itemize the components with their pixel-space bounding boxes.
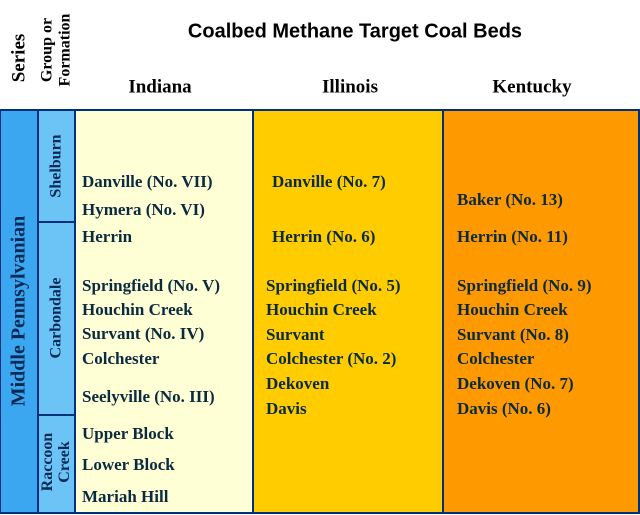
series-label: Middle Pennsylvanian — [8, 216, 30, 407]
coal-bed: Springfield (No. V) — [82, 276, 220, 295]
coal-bed: Colchester (No. 2) — [266, 349, 396, 368]
coal-bed: Baker (No. 13) — [457, 190, 563, 209]
coal-bed: Lower Block — [82, 455, 175, 474]
coal-bed: Springfield (No. 5) — [266, 276, 401, 295]
column-cell — [252, 109, 444, 514]
series-header: Series — [8, 34, 29, 83]
title: Coalbed Methane Target Coal Beds — [188, 20, 522, 42]
coal-bed: Herrin (No. 6) — [272, 227, 375, 246]
coal-bed: Colchester — [82, 349, 160, 368]
column-cell — [74, 109, 254, 514]
coal-bed: Upper Block — [82, 424, 174, 443]
coal-bed: Seelyville (No. III) — [82, 387, 215, 406]
coal-bed: Dekoven — [266, 374, 330, 393]
coal-bed: Colchester — [457, 349, 535, 368]
group-header: Formation — [57, 13, 74, 86]
coal-bed: Houchin Creek — [266, 300, 377, 319]
group-header: Group or — [39, 18, 56, 82]
group-cell — [37, 109, 76, 223]
coal-bed: Mariah Hill — [82, 487, 169, 506]
coal-bed: Davis (No. 6) — [457, 399, 551, 418]
coal-bed: Danville (No. VII) — [82, 172, 213, 191]
coal-bed: Houchin Creek — [82, 300, 193, 319]
column-header: Indiana — [128, 76, 192, 97]
group-label: Creek — [56, 441, 73, 483]
group-label: Shelburn — [48, 134, 65, 197]
column-cell — [442, 109, 640, 514]
coal-bed: Herrin (No. 11) — [457, 227, 568, 246]
coal-bed: Survant (No. IV) — [82, 324, 204, 343]
group-label: Raccoon — [39, 433, 56, 492]
coal-bed: Survant (No. 8) — [457, 325, 569, 344]
coal-bed: Springfield (No. 9) — [457, 276, 592, 295]
group-cell — [37, 414, 76, 514]
coal-bed: Herrin — [82, 227, 133, 246]
group-label: Carbondale — [48, 278, 65, 359]
coal-bed: Danville (No. 7) — [272, 172, 386, 191]
coal-bed: Hymera (No. VI) — [82, 200, 205, 219]
coal-bed: Dekoven (No. 7) — [457, 374, 574, 393]
column-header: Illinois — [322, 76, 378, 97]
coal-bed: Davis — [266, 399, 307, 418]
column-header: Kentucky — [492, 76, 572, 97]
coal-bed: Survant — [266, 325, 325, 344]
coal-bed: Houchin Creek — [457, 300, 568, 319]
